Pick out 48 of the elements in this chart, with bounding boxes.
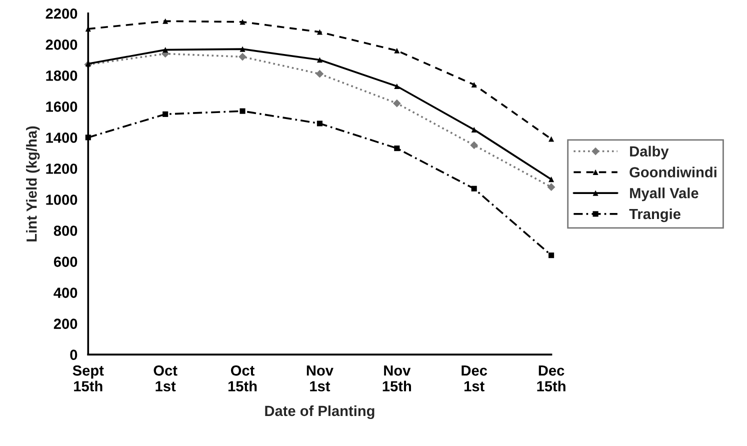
y-tick-label: 1800 <box>46 70 78 81</box>
y-tick-label: 800 <box>54 226 78 236</box>
legend-label: Trangie <box>629 208 680 222</box>
point <box>470 141 478 150</box>
y-tick-label: 2200 <box>46 8 78 19</box>
point <box>392 99 401 108</box>
x-tick-label: Dec 15th <box>537 366 566 392</box>
x-tick-label: Sept 15th <box>72 365 104 392</box>
y-tick-label: 1200 <box>46 164 78 174</box>
y-axis-title: Lint Yield (kg/ha) <box>26 126 40 242</box>
y-tick-label: 1000 <box>46 194 78 205</box>
point <box>471 82 477 88</box>
legend-label: Myall Vale <box>630 188 698 202</box>
point <box>240 19 246 25</box>
point <box>394 146 400 152</box>
point <box>394 48 400 54</box>
x-tick-label: Nov 1st <box>306 366 334 392</box>
point <box>316 120 322 126</box>
point <box>316 29 322 35</box>
point <box>547 183 556 192</box>
y-tick-label: 600 <box>54 256 78 267</box>
point <box>238 52 246 61</box>
y-tick-label: 200 <box>54 318 78 329</box>
x-tick-label: Oct 1st <box>154 365 178 392</box>
point <box>471 126 477 132</box>
x-tick-label: Nov 15th <box>382 366 411 392</box>
y-tick-label: 1600 <box>46 102 78 112</box>
y-tick-label: 400 <box>54 288 78 298</box>
x-tick-label: Dec 1st <box>462 366 488 392</box>
point <box>316 70 324 78</box>
legend-label: Goondiwindi <box>630 166 716 178</box>
point <box>162 111 168 117</box>
y-tick-label: 0 <box>70 350 78 360</box>
point <box>548 136 554 142</box>
point <box>162 18 168 24</box>
point <box>240 108 246 114</box>
legend-label: Dalby <box>630 146 669 160</box>
point <box>316 57 322 63</box>
point <box>394 83 400 90</box>
point <box>548 176 554 182</box>
point <box>162 47 168 53</box>
point <box>548 252 554 258</box>
y-tick-label: 1400 <box>46 132 78 143</box>
x-axis-title: Date of Planting <box>265 405 374 420</box>
y-tick-label: 2000 <box>46 40 78 50</box>
point <box>240 46 246 52</box>
x-tick-label: Oct 15th <box>228 365 257 392</box>
point <box>471 186 477 192</box>
